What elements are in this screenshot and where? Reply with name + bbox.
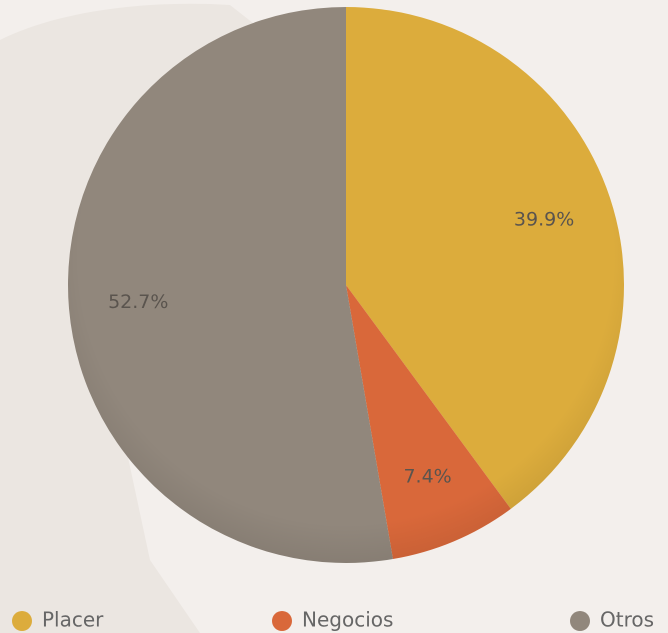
- legend-label: Otros: [600, 608, 654, 632]
- pie-shade: [68, 7, 624, 563]
- data-label: 52.7%: [108, 291, 168, 313]
- legend-marker: [570, 611, 590, 631]
- data-label: 39.9%: [514, 208, 574, 230]
- data-label: 7.4%: [403, 465, 451, 487]
- legend-marker: [12, 611, 32, 631]
- legend-label: Placer: [42, 608, 104, 632]
- legend-marker: [272, 611, 292, 631]
- legend-label: Negocios: [302, 608, 393, 632]
